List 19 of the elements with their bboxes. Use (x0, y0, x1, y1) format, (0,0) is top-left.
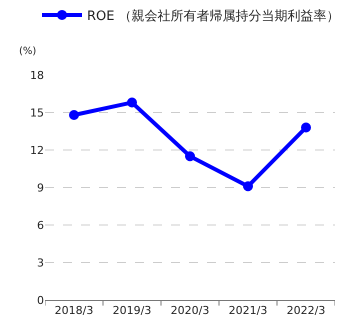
y-tick-label: 3 (37, 256, 44, 270)
legend-label: ROE （親会社所有者帰属持分当期利益率） (87, 8, 340, 24)
x-tick-label: 2020/3 (170, 304, 210, 318)
y-tick-label: 0 (37, 294, 44, 307)
y-tick-label: 9 (37, 181, 44, 194)
point (185, 151, 195, 162)
y-axis-title: (%) (19, 46, 36, 57)
point (301, 122, 311, 132)
point (69, 110, 79, 120)
x-tick-label: 2022/3 (286, 304, 326, 318)
x-tick-label: 2018/3 (54, 304, 94, 318)
x-tick-label: 2019/3 (112, 304, 152, 318)
y-tick-label: 18 (30, 68, 44, 82)
y-tick-label: 15 (30, 106, 44, 120)
point (127, 98, 137, 108)
y-tick-label: 12 (30, 144, 44, 157)
y-tick-label: 6 (37, 218, 44, 232)
x-tick-label: 2021/3 (228, 304, 268, 318)
point (243, 181, 253, 192)
